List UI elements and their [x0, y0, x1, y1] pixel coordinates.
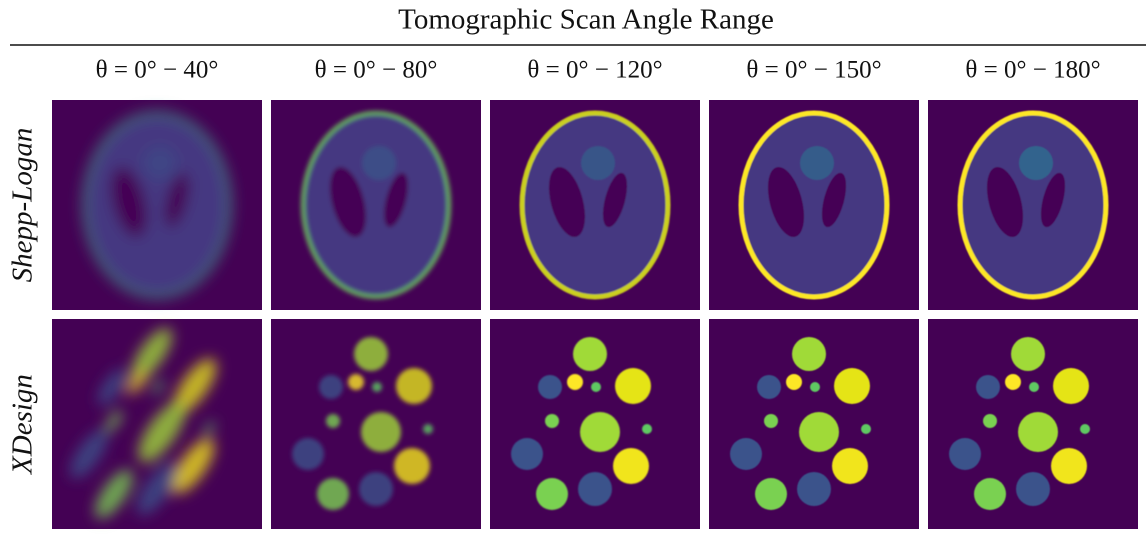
blob	[348, 374, 364, 390]
xdesign-image	[490, 319, 700, 529]
blob	[976, 375, 1000, 399]
blob	[861, 424, 871, 434]
blob	[545, 414, 559, 428]
phantom-body	[741, 113, 887, 297]
blob	[764, 414, 778, 428]
blob	[810, 382, 820, 392]
figure: Tomographic Scan Angle Range θ = 0° − 40…	[0, 0, 1146, 534]
blob	[292, 438, 324, 470]
blob	[511, 438, 543, 470]
blob	[396, 368, 432, 404]
phantom-body	[522, 113, 668, 297]
phantom	[522, 113, 668, 297]
blob	[799, 412, 839, 452]
blob	[567, 374, 583, 390]
blob	[536, 478, 568, 510]
blob	[615, 368, 651, 404]
column-header: θ = 0° − 120°	[527, 57, 662, 84]
blob	[538, 375, 562, 399]
blob	[832, 448, 868, 484]
blob	[591, 382, 601, 392]
blob	[797, 472, 831, 506]
blob	[1016, 472, 1050, 506]
phantom	[741, 113, 887, 297]
blob	[974, 478, 1006, 510]
blob	[1011, 337, 1045, 371]
blob	[573, 337, 607, 371]
blob	[834, 368, 870, 404]
shepp-logan-image	[271, 100, 481, 310]
column-header: θ = 0° − 150°	[746, 57, 881, 84]
column-header: θ = 0° − 180°	[965, 57, 1100, 84]
blob	[354, 337, 388, 371]
blob	[423, 424, 433, 434]
figure-title: Tomographic Scan Angle Range	[398, 4, 774, 36]
blob	[361, 412, 401, 452]
phantom	[84, 113, 230, 297]
blob	[983, 414, 997, 428]
phantom-top	[143, 146, 177, 180]
blob	[1029, 382, 1039, 392]
shepp-logan-image	[709, 100, 919, 310]
blob	[755, 478, 787, 510]
blob	[580, 412, 620, 452]
row-label: XDesign	[7, 374, 39, 475]
xdesign-image	[709, 319, 919, 529]
blob	[319, 375, 343, 399]
blob	[317, 478, 349, 510]
blob	[642, 424, 652, 434]
blob	[326, 414, 340, 428]
blob	[1005, 374, 1021, 390]
blob	[394, 448, 430, 484]
phantom-body	[303, 113, 449, 297]
blob	[1080, 424, 1090, 434]
blob	[613, 448, 649, 484]
blob	[730, 438, 762, 470]
phantom-body	[84, 113, 230, 297]
phantom-top	[581, 146, 615, 180]
column-header: θ = 0° − 40°	[96, 57, 219, 84]
shepp-logan-image	[52, 100, 262, 310]
phantom-top	[800, 146, 834, 180]
phantom	[960, 113, 1106, 297]
blob	[757, 375, 781, 399]
phantom-top	[1019, 146, 1053, 180]
xdesign-image	[928, 319, 1138, 529]
blob	[359, 472, 393, 506]
shepp-logan-image	[928, 100, 1138, 310]
blob	[578, 472, 612, 506]
phantom	[303, 113, 449, 297]
blob	[1018, 412, 1058, 452]
xdesign-image	[52, 319, 262, 529]
row-label: Shepp-Logan	[7, 128, 39, 283]
xdesign-image	[271, 319, 481, 529]
phantom-body	[960, 113, 1106, 297]
blob	[949, 438, 981, 470]
column-header: θ = 0° − 80°	[315, 57, 438, 84]
phantom-top	[362, 146, 396, 180]
blob	[372, 382, 382, 392]
shepp-logan-image	[490, 100, 700, 310]
blob	[792, 337, 826, 371]
blob	[1051, 448, 1087, 484]
blob	[786, 374, 802, 390]
blob	[1053, 368, 1089, 404]
